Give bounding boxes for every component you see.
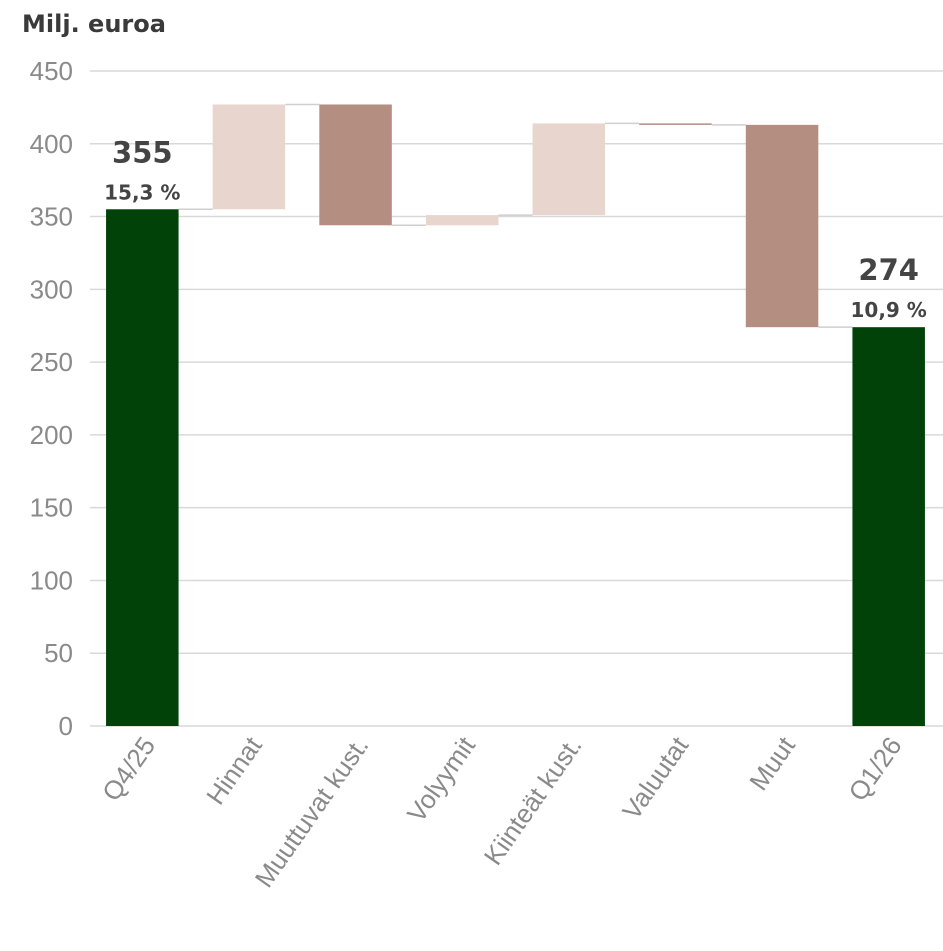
bar-increase	[425, 215, 499, 226]
x-tick-label: Muut	[743, 731, 801, 796]
x-tick-label: Hinnat	[200, 731, 268, 810]
data-label-layer: 355 15,3 % 274 10,9 %	[104, 135, 927, 322]
y-tick-label: 300	[30, 274, 73, 304]
x-tick-label: Kiinteät kust.	[478, 731, 588, 870]
bar-total	[106, 209, 179, 726]
bar-increase	[532, 123, 606, 216]
bar-increase	[212, 104, 286, 210]
total-value-label: 355	[112, 135, 173, 169]
y-tick-label: 250	[30, 347, 73, 377]
x-tick-label: Volyymit	[401, 731, 482, 828]
x-tick-label: Valuutat	[616, 731, 695, 825]
total-percent-label: 10,9 %	[851, 298, 927, 322]
total-value-label: 274	[858, 253, 919, 287]
y-tick-label: 0	[59, 711, 73, 741]
unit-label: Milj. euroa	[22, 10, 166, 38]
grid-layer	[90, 70, 943, 727]
y-tick-label: 200	[30, 420, 73, 450]
y-tick-label: 50	[44, 638, 73, 668]
bar-layer	[106, 104, 925, 726]
y-tick-label: 350	[30, 202, 73, 232]
x-tick-label: Muuttuvat kust.	[249, 731, 375, 893]
bar-total	[852, 327, 925, 726]
bar-decrease	[745, 124, 819, 328]
y-tick-label: 400	[30, 129, 73, 159]
y-tick-label: 100	[30, 565, 73, 595]
bar-decrease	[319, 104, 392, 226]
connector-layer	[178, 103, 853, 328]
x-tick-label: Q1/26	[842, 731, 907, 806]
bar-decrease	[639, 123, 712, 125]
x-tick-label: Q4/25	[96, 731, 161, 806]
y-tick-label: 450	[30, 56, 73, 86]
y-axis-ticks: 0 50 100 150 200 250 300 350 400 450	[30, 56, 73, 741]
total-percent-label: 15,3 %	[104, 180, 180, 204]
y-tick-label: 150	[30, 493, 73, 523]
